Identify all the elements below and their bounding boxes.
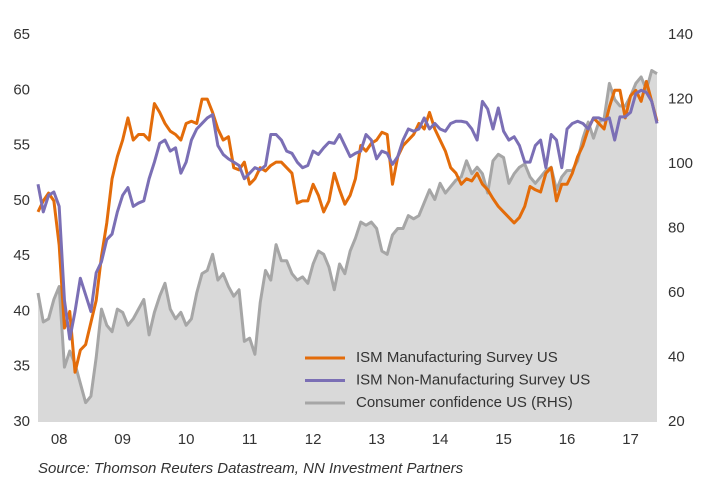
- y2-tick-label: 140: [668, 26, 693, 43]
- y-tick-label: 55: [13, 137, 30, 154]
- y-tick-label: 45: [13, 247, 30, 264]
- y-tick-label: 65: [13, 26, 30, 43]
- y2-tick-label: 60: [668, 284, 685, 301]
- y2-tick-label: 120: [668, 90, 693, 107]
- area: [38, 70, 657, 422]
- legend-label: ISM Non-Manufacturing Survey US: [356, 371, 590, 388]
- source: Source: Thomson Reuters Datastream, NN I…: [38, 460, 464, 477]
- x-tick-label: 09: [114, 431, 131, 448]
- legend-label: ISM Manufacturing Survey US: [356, 349, 558, 366]
- y-tick-label: 40: [13, 302, 30, 319]
- series-line: [36, 88, 659, 341]
- y-tick-label: 35: [13, 358, 30, 375]
- y2-tick-label: 40: [668, 348, 685, 365]
- x-tick-label: 13: [368, 431, 385, 448]
- x-tick-label: 16: [559, 431, 576, 448]
- x-tick-label: 17: [622, 431, 639, 448]
- y2-tick-label: 20: [668, 413, 685, 430]
- x-tick-label: 08: [51, 431, 68, 448]
- series-line: [36, 79, 659, 374]
- x-tick-label: 11: [242, 431, 258, 448]
- y-tick-label: 60: [13, 81, 30, 98]
- y-tick-label: 50: [13, 192, 30, 209]
- x-tick-label: 10: [178, 431, 195, 448]
- y2-tick-label: 100: [668, 155, 693, 172]
- legend-label: Consumer confidence US (RHS): [356, 394, 573, 411]
- y2-tick-label: 80: [668, 219, 685, 236]
- x-tick-label: 14: [432, 431, 449, 448]
- x-tick-label: 15: [495, 431, 512, 448]
- y-tick-label: 30: [13, 413, 30, 430]
- x-tick-label: 12: [305, 431, 322, 448]
